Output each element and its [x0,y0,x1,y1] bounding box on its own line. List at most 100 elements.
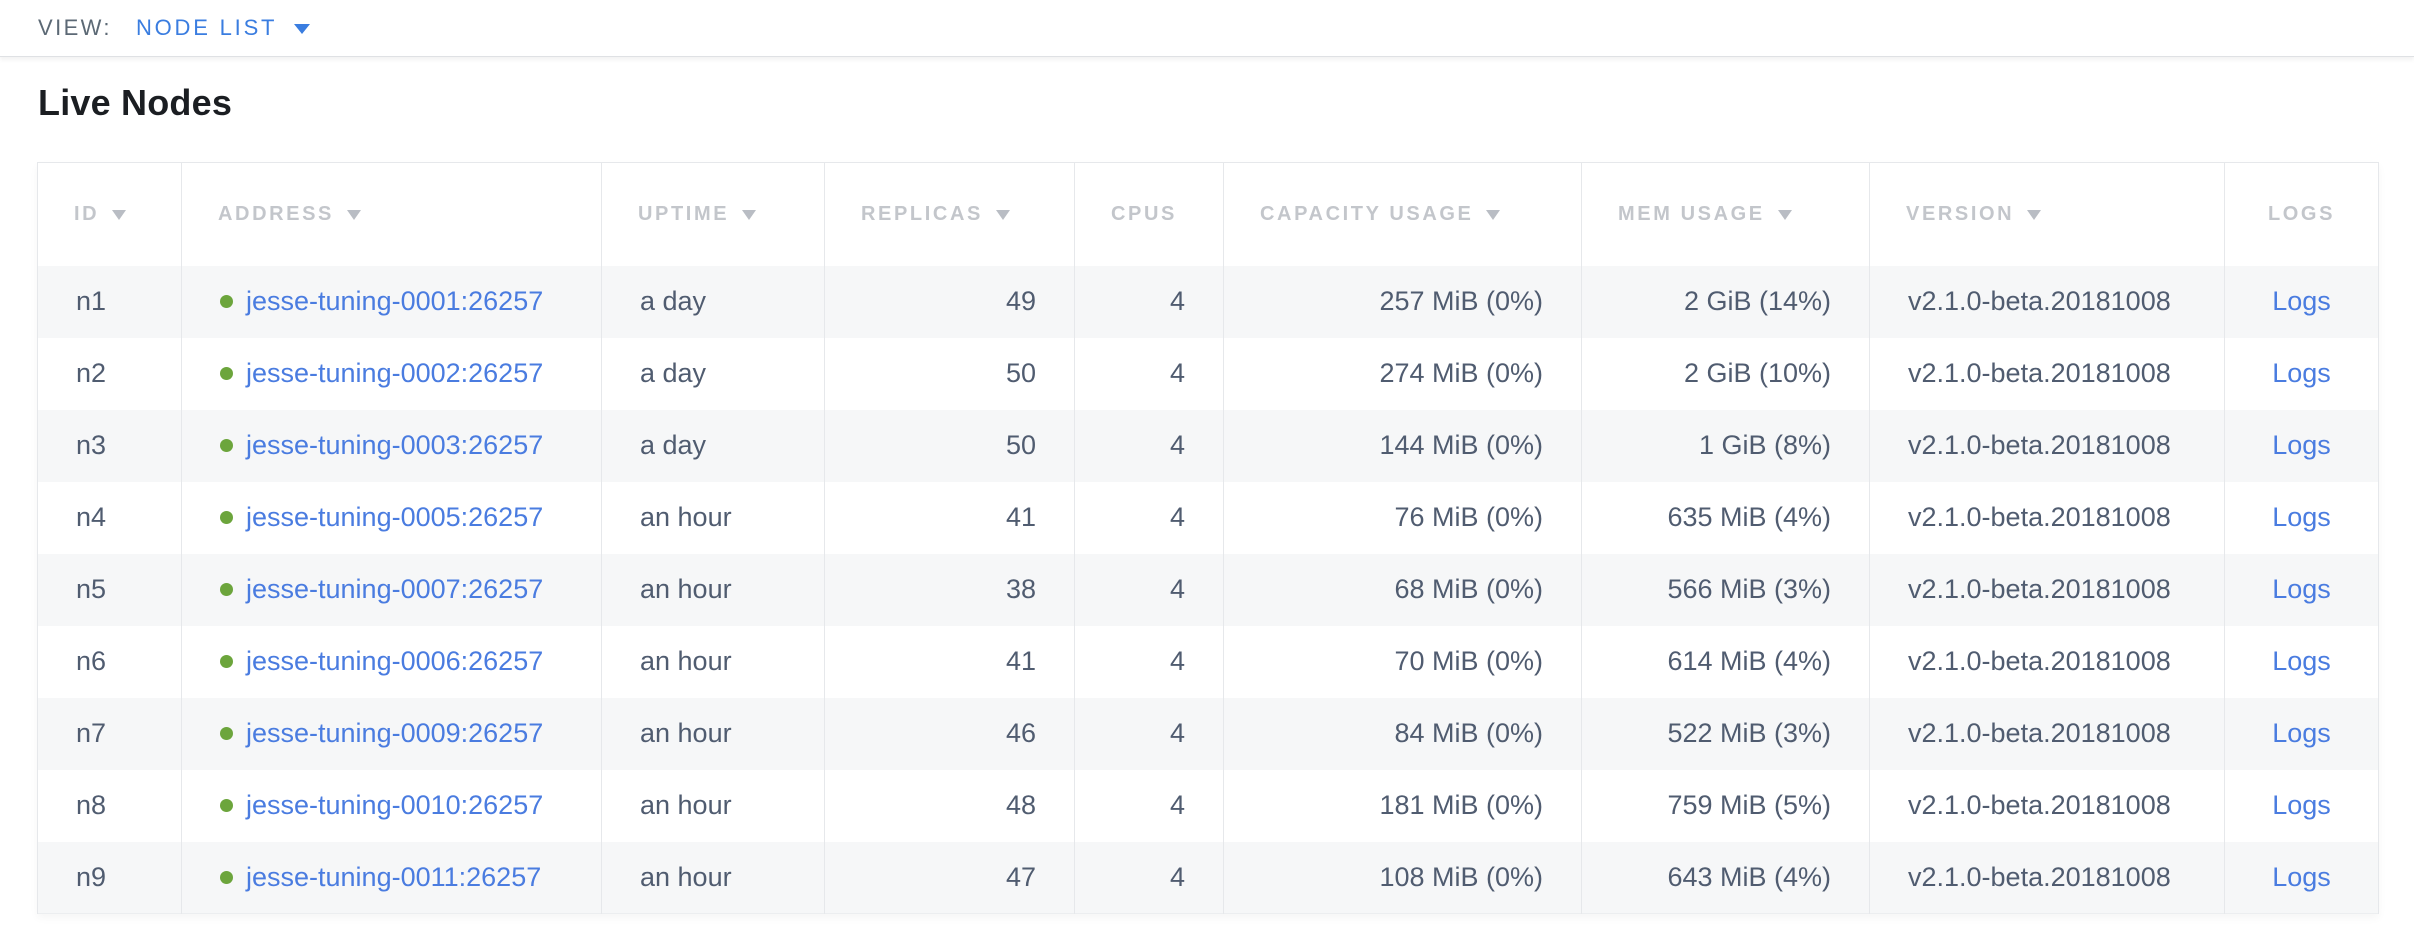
column-header-label: CAPACITY USAGE [1260,202,1474,225]
column-header-label: ADDRESS [218,202,334,225]
node-version-cell: v2.1.0-beta.20181008 [1869,337,2225,410]
node-mem_usage-cell: 635 MiB (4%) [1581,481,1870,554]
node-capacity_usage-cell: 181 MiB (0%) [1223,769,1582,842]
node-logs-cell: Logs [2224,841,2379,914]
node-capacity_usage-cell: 70 MiB (0%) [1223,625,1582,698]
node-address-cell: jesse-tuning-0011:26257 [181,841,602,914]
table-row: n7 jesse-tuning-0009:26257 an hour 46 4 84 Mi… [37,697,2379,770]
node-mem_usage-cell: 2 GiB (10%) [1581,337,1870,410]
column-header-capacity_usage[interactable]: CAPACITY USAGE [1223,162,1582,266]
node-address-link[interactable]: jesse-tuning-0006:26257 [246,646,544,676]
node-logs-link[interactable]: Logs [2272,861,2331,892]
sort-descending-icon [742,209,757,220]
node-uptime-cell: a day [601,409,825,482]
node-live-status-dot-icon [220,295,233,308]
node-address-link[interactable]: jesse-tuning-0003:26257 [246,430,544,460]
column-header-label: ID [74,202,100,225]
node-address-cell: jesse-tuning-0003:26257 [181,409,602,482]
node-logs-cell: Logs [2224,337,2379,410]
node-cpus-cell: 4 [1074,265,1224,338]
node-mem_usage-cell: 522 MiB (3%) [1581,697,1870,770]
node-cpus-cell: 4 [1074,769,1224,842]
table-row: n3 jesse-tuning-0003:26257 a day 50 4 144 MiB… [37,409,2379,482]
node-uptime-cell: a day [601,265,825,338]
sort-descending-icon [1486,209,1501,220]
node-address-link[interactable]: jesse-tuning-0010:26257 [246,790,544,820]
node-replicas-cell: 50 [824,409,1075,482]
node-uptime-cell: an hour [601,625,825,698]
page-title: Live Nodes [38,82,233,123]
node-cpus-cell: 4 [1074,553,1224,626]
node-id-cell: n2 [37,337,182,410]
node-address-cell: jesse-tuning-0007:26257 [181,553,602,626]
node-replicas-cell: 48 [824,769,1075,842]
node-cpus-cell: 4 [1074,481,1224,554]
node-logs-cell: Logs [2224,409,2379,482]
node-logs-link[interactable]: Logs [2272,358,2331,388]
column-header-uptime[interactable]: UPTIME [601,162,825,266]
node-cpus-cell: 4 [1074,697,1224,770]
node-cpus-cell: 4 [1074,841,1224,914]
node-uptime-cell: an hour [601,697,825,770]
node-address-cell: jesse-tuning-0006:26257 [181,625,602,698]
node-capacity_usage-cell: 144 MiB (0%) [1223,409,1582,482]
node-cpus-cell: 4 [1074,337,1224,410]
node-replicas-cell: 41 [824,481,1075,554]
column-header-version[interactable]: VERSION [1869,162,2225,266]
table-row: n8 jesse-tuning-0010:26257 an hour 48 4 181 M… [37,769,2379,842]
table-row: n5 jesse-tuning-0007:26257 an hour 38 4 68 Mi… [37,553,2379,626]
node-logs-link[interactable]: Logs [2272,718,2331,748]
node-version-cell: v2.1.0-beta.20181008 [1869,625,2225,698]
table-body: n1 jesse-tuning-0001:26257 a day 49 4 257 MiB… [37,265,2379,914]
column-header-label: CPUS [1111,202,1177,225]
column-header-mem_usage[interactable]: MEM USAGE [1581,162,1870,266]
column-header-id[interactable]: ID [37,162,182,266]
view-bar: VIEW: NODE LIST [0,0,2414,57]
node-address-link[interactable]: jesse-tuning-0002:26257 [246,358,544,388]
node-address-cell: jesse-tuning-0010:26257 [181,769,602,842]
node-replicas-cell: 47 [824,841,1075,914]
node-logs-cell: Logs [2224,625,2379,698]
sort-descending-icon [347,209,361,220]
sort-descending-icon [2027,209,2042,220]
live-nodes-table: ID ADDRESS UPTIME REPLICAS CPUS CAPACITY USAG… [37,162,2379,914]
live-nodes-section: Live Nodes ID ADDRESS UPTIME REPLICAS CPUS CA… [0,57,2414,914]
node-live-status-dot-icon [220,655,233,668]
node-logs-link[interactable]: Logs [2272,646,2331,676]
node-address-link[interactable]: jesse-tuning-0007:26257 [246,574,544,604]
node-version-cell: v2.1.0-beta.20181008 [1869,697,2225,770]
node-address-link[interactable]: jesse-tuning-0011:26257 [246,861,542,892]
column-header-address[interactable]: ADDRESS [181,162,602,266]
node-version-cell: v2.1.0-beta.20181008 [1869,553,2225,626]
node-logs-link[interactable]: Logs [2272,286,2331,316]
node-id-cell: n3 [37,409,182,482]
node-address-link[interactable]: jesse-tuning-0001:26257 [246,286,544,316]
node-logs-link[interactable]: Logs [2272,502,2331,532]
node-capacity_usage-cell: 76 MiB (0%) [1223,481,1582,554]
view-selector-dropdown[interactable]: NODE LIST [136,15,311,41]
node-logs-cell: Logs [2224,553,2379,626]
table-header-row: ID ADDRESS UPTIME REPLICAS CPUS CAPACITY USAG… [37,162,2379,266]
column-header-replicas[interactable]: REPLICAS [824,162,1075,266]
node-logs-cell: Logs [2224,481,2379,554]
column-header-logs: LOGS [2224,162,2379,266]
node-version-cell: v2.1.0-beta.20181008 [1869,769,2225,842]
node-id-cell: n8 [37,769,182,842]
node-address-link[interactable]: jesse-tuning-0009:26257 [246,718,544,748]
node-logs-cell: Logs [2224,697,2379,770]
node-logs-link[interactable]: Logs [2272,790,2331,820]
node-replicas-cell: 38 [824,553,1075,626]
node-logs-link[interactable]: Logs [2272,430,2331,460]
node-address-link[interactable]: jesse-tuning-0005:26257 [246,502,544,532]
node-logs-link[interactable]: Logs [2272,574,2331,604]
table-row: n4 jesse-tuning-0005:26257 an hour 41 4 76 Mi… [37,481,2379,554]
node-mem_usage-cell: 1 GiB (8%) [1581,409,1870,482]
node-replicas-cell: 50 [824,337,1075,410]
sort-descending-icon [995,209,1010,220]
node-address-cell: jesse-tuning-0002:26257 [181,337,602,410]
column-header-label: MEM USAGE [1618,202,1765,225]
node-version-cell: v2.1.0-beta.20181008 [1869,841,2225,914]
node-version-cell: v2.1.0-beta.20181008 [1869,409,2225,482]
node-cpus-cell: 4 [1074,625,1224,698]
column-header-cpus: CPUS [1074,162,1224,266]
